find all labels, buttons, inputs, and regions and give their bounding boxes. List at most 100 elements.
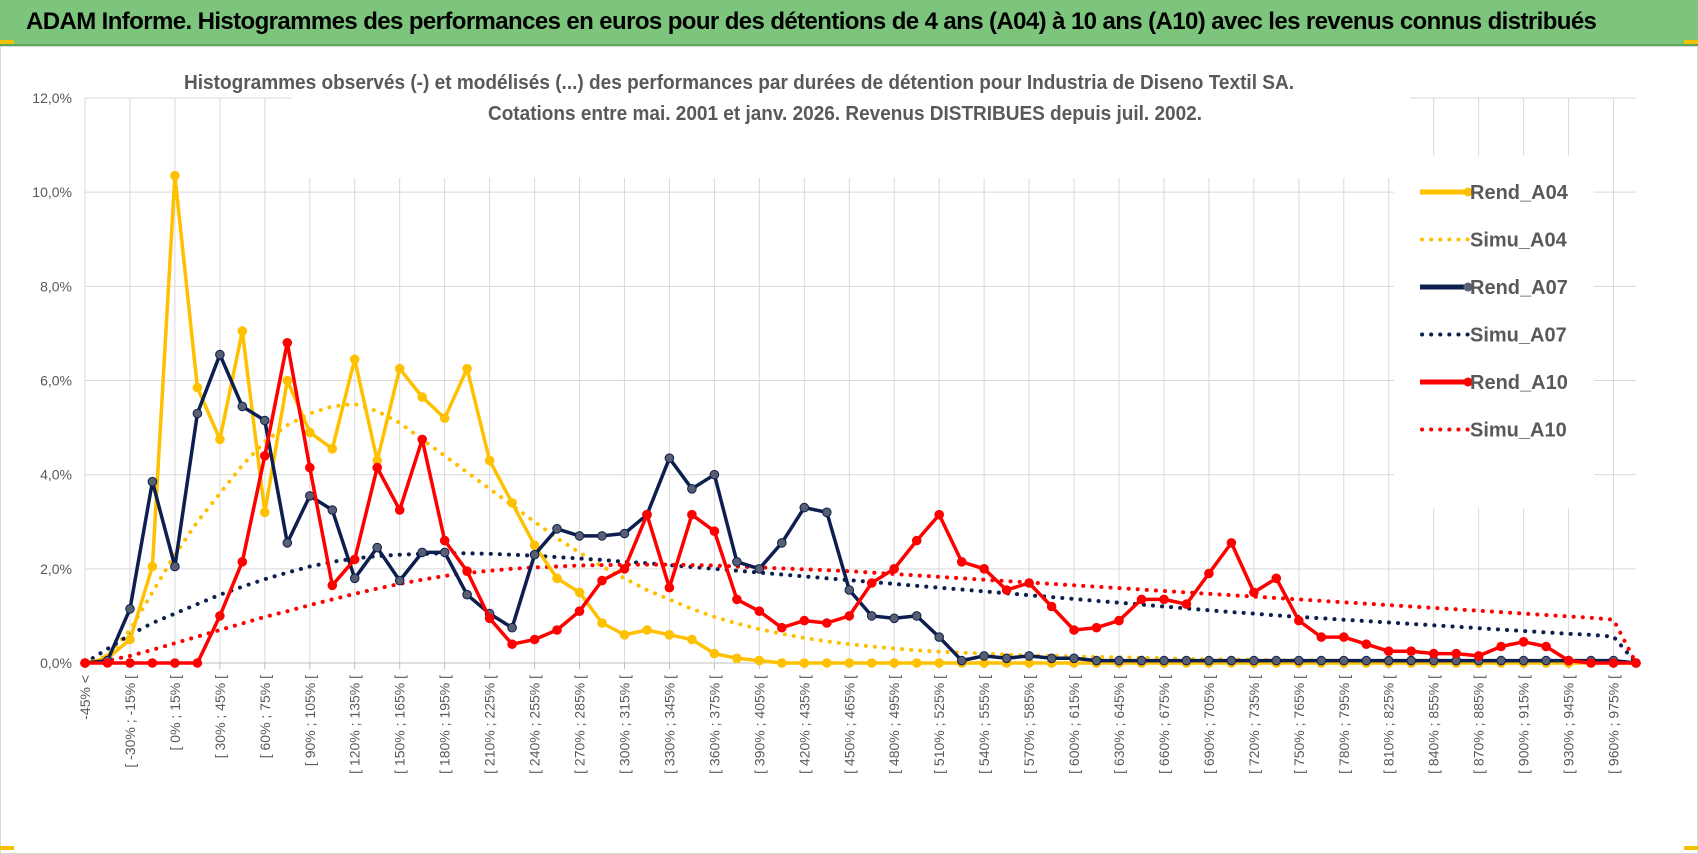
data-point <box>687 634 697 645</box>
data-point <box>979 651 989 661</box>
data-point <box>911 658 922 668</box>
data-point <box>192 382 203 393</box>
chart-title-line-2: Cotations entre mai. 2001 et janv. 2026.… <box>488 103 1202 125</box>
x-tick-label: [ 750% ; 765% [ <box>1291 675 1307 774</box>
x-tick-label: [ 960% ; 975% [ <box>1606 675 1622 774</box>
x-tick-label: [ 330% ; 345% [ <box>661 675 677 774</box>
data-point <box>462 363 472 374</box>
data-point <box>349 554 360 565</box>
report-banner: ADAM Informe. Histogrammes des performan… <box>0 0 1698 46</box>
x-tick-label: [ 210% ; 225% [ <box>482 675 498 774</box>
y-tick-label: 2,0% <box>40 561 72 577</box>
x-tick-label: [ 360% ; 375% [ <box>706 675 722 774</box>
report-title: ADAM Informe. Histogrammes des performan… <box>26 8 1597 35</box>
x-tick-label: -45% < <box>77 675 93 720</box>
data-point <box>349 354 360 365</box>
series-line <box>84 173 1636 665</box>
data-point <box>215 434 225 445</box>
data-point <box>1631 658 1641 668</box>
data-point <box>934 632 945 642</box>
title-background <box>292 60 1410 178</box>
data-point <box>822 658 832 668</box>
data-point <box>1563 655 1574 666</box>
x-axis: -45% < [ -30% ; -15% [[ 0% ; 15% [[ 30% ;… <box>77 662 1636 774</box>
series-line <box>83 551 1638 665</box>
data-point <box>732 653 742 664</box>
data-point <box>125 604 135 614</box>
data-point <box>1181 599 1192 609</box>
data-point <box>192 658 203 668</box>
data-point <box>979 564 989 574</box>
corner-mark-bottom-right <box>1684 846 1698 850</box>
data-point <box>327 505 338 515</box>
y-tick-label: 10,0% <box>32 184 72 200</box>
data-point <box>1114 655 1124 666</box>
data-point <box>597 618 607 628</box>
data-point <box>305 462 315 473</box>
data-point <box>1406 646 1416 657</box>
data-point <box>664 630 675 640</box>
data-point <box>417 547 428 558</box>
data-point <box>552 524 562 534</box>
x-tick-label: [ 720% ; 735% [ <box>1246 675 1262 774</box>
x-tick-label: [ 90% ; 105% [ <box>302 675 318 766</box>
data-point <box>305 491 315 501</box>
series-rend-a10 <box>80 338 1641 668</box>
data-point <box>260 451 270 461</box>
data-point <box>327 580 338 591</box>
data-point <box>799 615 810 626</box>
data-point <box>147 561 158 572</box>
data-point <box>507 498 517 508</box>
data-point <box>1046 653 1057 664</box>
x-tick-label: [ 390% ; 405% [ <box>751 675 767 774</box>
legend: Rend_A04 Simu_A04 Rend_A07 Simu_A07 Rend_A10… <box>1394 156 1594 508</box>
y-tick-label: 8,0% <box>40 278 72 294</box>
data-point <box>80 658 90 668</box>
x-tick-label: [ 810% ; 825% [ <box>1381 675 1397 774</box>
data-point <box>822 618 832 628</box>
data-point <box>170 170 180 181</box>
data-point <box>1226 655 1237 666</box>
data-point <box>1496 641 1506 652</box>
data-point <box>1406 655 1416 666</box>
plot-area <box>80 170 1641 668</box>
data-point <box>844 611 855 621</box>
data-point <box>1159 594 1169 605</box>
x-tick-label: [ 600% ; 615% [ <box>1066 675 1082 774</box>
data-point <box>597 531 607 541</box>
data-point <box>619 630 630 640</box>
data-point <box>327 444 338 454</box>
data-point <box>1586 658 1596 668</box>
x-tick-label: [ 270% ; 285% [ <box>572 675 588 774</box>
data-point <box>1069 653 1079 664</box>
data-point <box>889 658 900 668</box>
x-tick-label: [ 150% ; 165% [ <box>392 675 408 774</box>
data-point <box>484 613 495 624</box>
data-point <box>237 401 248 412</box>
data-point <box>1383 655 1394 666</box>
x-tick-label: [ 930% ; 945% [ <box>1561 675 1577 774</box>
x-tick-label: [ 180% ; 195% [ <box>437 675 453 774</box>
x-tick-label: [ 420% ; 435% [ <box>796 675 812 774</box>
data-point <box>754 564 765 574</box>
data-point <box>1518 637 1529 647</box>
chart-title-line-1: Histogrammes observés (-) et modélisés (… <box>184 72 1294 94</box>
series-simu-a07 <box>83 551 1638 665</box>
data-point <box>597 575 607 586</box>
data-point <box>1046 601 1057 612</box>
data-point <box>1428 648 1439 659</box>
data-point <box>934 509 945 520</box>
data-point <box>799 502 810 513</box>
corner-mark-top-left <box>0 40 14 44</box>
data-point <box>1541 655 1551 666</box>
data-point <box>552 625 562 635</box>
series-simu-a10 <box>83 562 1638 665</box>
y-tick-label: 4,0% <box>40 467 72 483</box>
data-point <box>372 542 383 553</box>
data-point <box>619 564 630 574</box>
data-point <box>619 528 630 539</box>
data-point <box>147 476 158 487</box>
series-line <box>83 562 1638 665</box>
x-tick-label: [ 780% ; 795% [ <box>1336 675 1352 774</box>
data-point <box>1001 653 1012 664</box>
